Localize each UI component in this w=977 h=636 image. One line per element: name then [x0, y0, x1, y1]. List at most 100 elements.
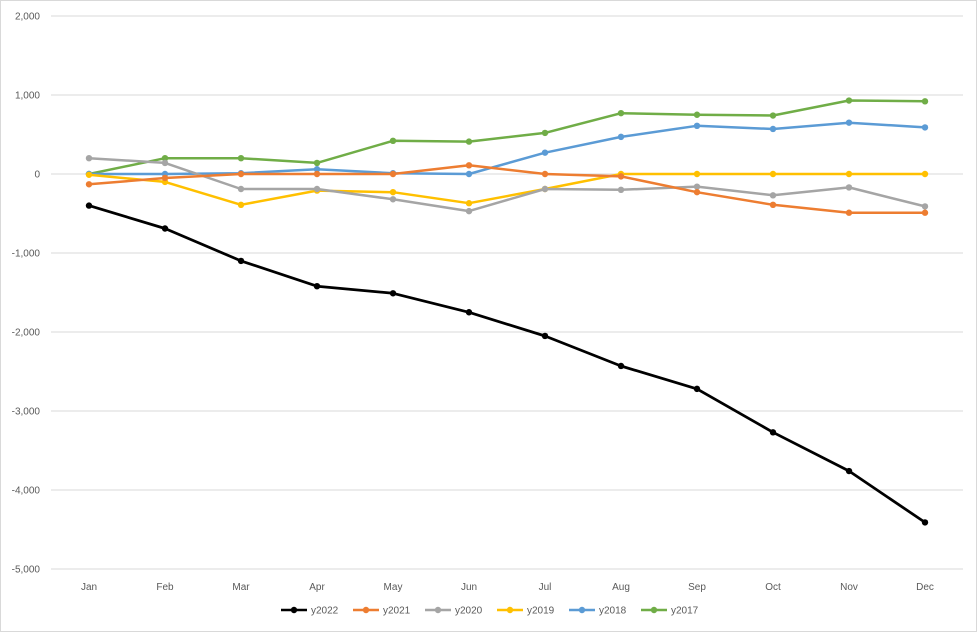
- series-line: [87, 172, 927, 207]
- y-tick-label: -3,000: [12, 407, 41, 418]
- data-point: [617, 186, 625, 193]
- data-point: [769, 112, 777, 119]
- data-point: [617, 173, 625, 180]
- legend-label: y2017: [671, 606, 699, 617]
- x-tick-label: Feb: [156, 582, 174, 593]
- data-point: [617, 133, 625, 141]
- data-point: [921, 203, 929, 210]
- data-point: [845, 119, 853, 126]
- legend-label: y2021: [383, 606, 411, 617]
- y-tick-label: -2,000: [12, 328, 41, 339]
- data-point: [389, 290, 397, 297]
- legend-swatch-marker: [578, 606, 586, 614]
- legend-swatch-marker: [650, 606, 658, 614]
- y-axis: 2,000 1,000 0 -1,000 -2,000 -3,000 -4,000 -5,00…: [12, 12, 41, 576]
- legend-label: y2022: [311, 606, 339, 617]
- data-point: [845, 97, 853, 104]
- data-point: [617, 362, 625, 370]
- data-point: [389, 188, 397, 196]
- series-y2022: [85, 202, 929, 526]
- series-line: [87, 156, 927, 213]
- y-tick-label: 2,000: [15, 12, 40, 23]
- x-tick-label: Oct: [765, 582, 781, 593]
- legend-item-y2019: y2019: [497, 606, 555, 617]
- legend-item-y2018: y2018: [569, 606, 627, 617]
- legend: y2022 y2021 y2020 y2019 y2018 y2017: [281, 606, 699, 617]
- data-point: [85, 171, 93, 178]
- data-point: [465, 170, 473, 178]
- data-point: [465, 309, 473, 316]
- data-point: [237, 257, 245, 265]
- data-point: [389, 170, 397, 178]
- legend-item-y2021: y2021: [353, 606, 411, 617]
- data-point: [541, 149, 549, 156]
- x-tick-label: Jan: [81, 582, 97, 593]
- series-line: [87, 164, 927, 214]
- data-point: [541, 332, 549, 340]
- legend-swatch-marker: [362, 606, 370, 614]
- data-point: [313, 282, 321, 290]
- data-point: [541, 170, 549, 178]
- legend-label: y2018: [599, 606, 627, 617]
- series-line: [87, 204, 927, 524]
- y-tick-label: -1,000: [12, 249, 41, 260]
- data-point: [85, 155, 93, 162]
- data-point: [921, 519, 929, 526]
- data-point: [465, 200, 473, 207]
- data-point: [845, 209, 853, 216]
- data-point: [465, 207, 473, 215]
- y-tick-label: 0: [34, 170, 40, 181]
- data-point: [617, 109, 625, 117]
- data-point: [313, 159, 321, 167]
- y-tick-label: 1,000: [15, 91, 40, 102]
- data-point: [85, 202, 93, 209]
- y-tick-label: -5,000: [12, 565, 41, 576]
- x-tick-label: Nov: [840, 582, 858, 593]
- data-point: [389, 137, 397, 145]
- data-point: [313, 185, 321, 193]
- legend-swatch-marker: [506, 606, 514, 614]
- data-point: [313, 166, 321, 173]
- x-tick-label: Jun: [461, 582, 477, 593]
- data-point: [769, 125, 777, 133]
- x-tick-label: Aug: [612, 582, 630, 593]
- data-point: [693, 122, 701, 130]
- data-point: [465, 162, 473, 169]
- data-point: [769, 192, 777, 199]
- series-line: [87, 121, 927, 176]
- data-point: [693, 188, 701, 196]
- data-point: [313, 170, 321, 178]
- gridlines: [51, 15, 963, 570]
- x-tick-label: Apr: [309, 582, 325, 593]
- legend-swatch-marker: [434, 606, 442, 614]
- data-point: [845, 184, 853, 191]
- series-y2021: [85, 162, 929, 216]
- x-tick-label: Sep: [688, 582, 706, 593]
- legend-item-y2020: y2020: [425, 606, 483, 617]
- series-lines: [85, 97, 929, 526]
- data-point: [161, 159, 169, 167]
- data-point: [769, 201, 777, 209]
- data-point: [237, 185, 245, 193]
- legend-label: y2020: [455, 606, 483, 617]
- data-point: [237, 155, 245, 162]
- data-point: [693, 385, 701, 393]
- legend-label: y2019: [527, 606, 555, 617]
- data-point: [845, 170, 853, 178]
- series-y2020: [85, 155, 929, 215]
- data-point: [921, 124, 929, 131]
- legend-item-y2017: y2017: [641, 606, 699, 617]
- x-tick-label: May: [384, 582, 403, 593]
- data-point: [389, 196, 397, 203]
- data-point: [161, 225, 169, 232]
- legend-swatch-marker: [290, 606, 298, 614]
- data-point: [465, 138, 473, 145]
- x-axis: Jan Feb Mar Apr May Jun Jul Aug Sep Oct Nov Dec: [81, 582, 934, 593]
- legend-item-y2022: y2022: [281, 606, 339, 617]
- data-point: [85, 181, 93, 188]
- x-tick-label: Jul: [539, 582, 552, 593]
- data-point: [769, 170, 777, 178]
- series-y2017: [85, 97, 929, 178]
